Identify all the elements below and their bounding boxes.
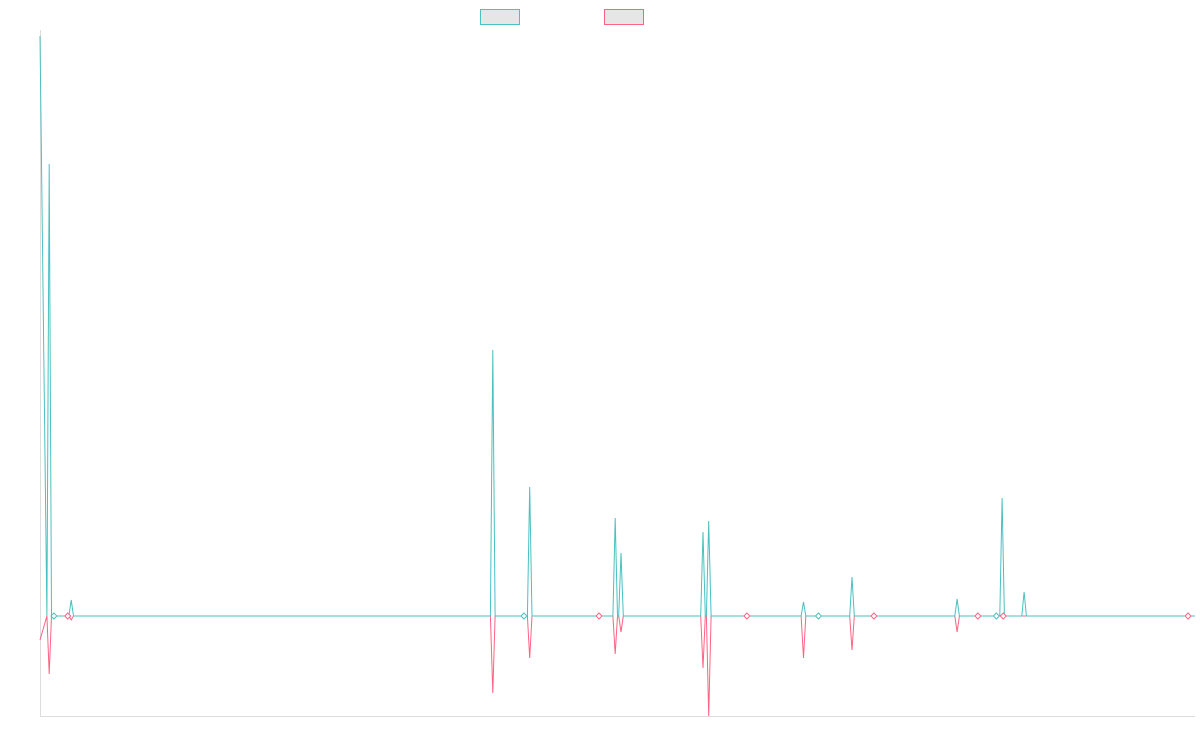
series-2-line [39,615,1195,717]
data-point-marker[interactable] [520,612,528,620]
data-point-marker[interactable] [743,612,751,620]
data-point-marker[interactable] [64,612,72,620]
data-point-marker[interactable] [1184,612,1192,620]
data-point-marker[interactable] [974,612,982,620]
data-point-marker[interactable] [992,612,1001,620]
legend-swatch-series-2[interactable] [604,9,644,25]
data-point-marker[interactable] [50,612,58,620]
points-layer [50,612,1192,620]
legend-swatch-series-1[interactable] [480,9,520,25]
data-point-marker[interactable] [870,612,878,620]
series-layer [39,35,1195,717]
data-point-marker[interactable] [999,612,1007,620]
data-point-marker[interactable] [595,612,603,620]
series-1-line [39,35,1195,617]
chart-axes [40,30,1195,717]
data-point-marker[interactable] [814,612,823,620]
